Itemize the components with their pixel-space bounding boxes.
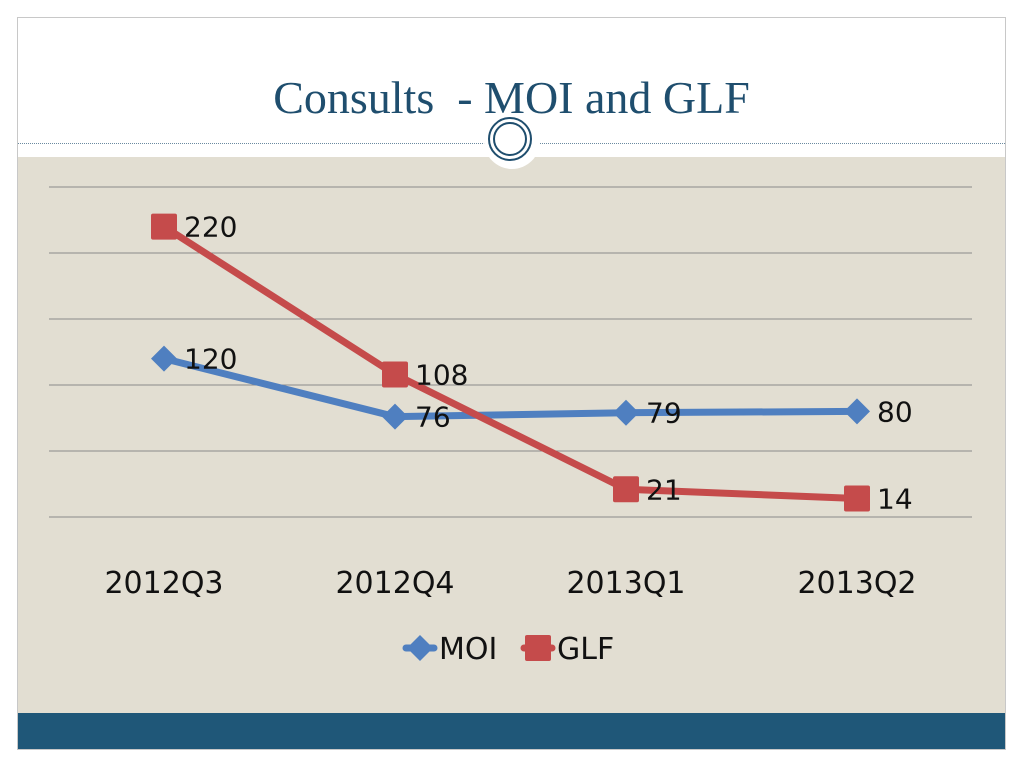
legend-label-moi: MOI <box>439 632 497 667</box>
data-point-moi <box>151 345 177 372</box>
series-line-glf <box>160 223 861 503</box>
data-point-glf <box>151 213 177 240</box>
data-label-glf: 108 <box>415 358 468 391</box>
data-point-glf <box>382 361 408 388</box>
data-label-glf: 14 <box>877 483 913 516</box>
data-label-moi: 79 <box>646 397 682 430</box>
x-tick-label: 2013Q1 <box>566 566 685 601</box>
legend-marker-glf <box>525 635 551 661</box>
chart-area: 2012Q3 2012Q4 2013Q1 2013Q2 120 76 79 80 220 108 2… <box>18 157 1005 717</box>
slide: Consults - MOI and GLF 2012Q3 2012Q4 2013Q… <box>17 17 1006 750</box>
data-label-glf: 220 <box>184 211 237 244</box>
data-label-moi: 76 <box>415 401 451 434</box>
data-point-moi <box>844 398 870 425</box>
ring-ornament-icon <box>488 117 532 161</box>
x-tick-label: 2012Q4 <box>335 566 454 601</box>
footer-bar <box>18 713 1005 749</box>
data-point-moi <box>613 399 639 426</box>
series-line-moi <box>160 355 861 421</box>
data-point-glf <box>613 476 639 503</box>
data-label-moi: 120 <box>184 343 237 376</box>
data-point-glf <box>844 485 870 512</box>
legend-marker-moi <box>407 635 433 661</box>
slide-title: Consults - MOI and GLF <box>273 72 750 123</box>
data-label-glf: 21 <box>646 473 682 506</box>
x-tick-label: 2013Q2 <box>797 566 916 601</box>
data-label-moi: 80 <box>877 395 913 428</box>
line-chart: 2012Q3 2012Q4 2013Q1 2013Q2 120 76 79 80 220 108 2… <box>49 186 972 667</box>
divider-ornament <box>484 113 540 169</box>
x-tick-label: 2012Q3 <box>104 566 223 601</box>
data-point-moi <box>382 403 408 430</box>
legend-label-glf: GLF <box>557 632 614 667</box>
